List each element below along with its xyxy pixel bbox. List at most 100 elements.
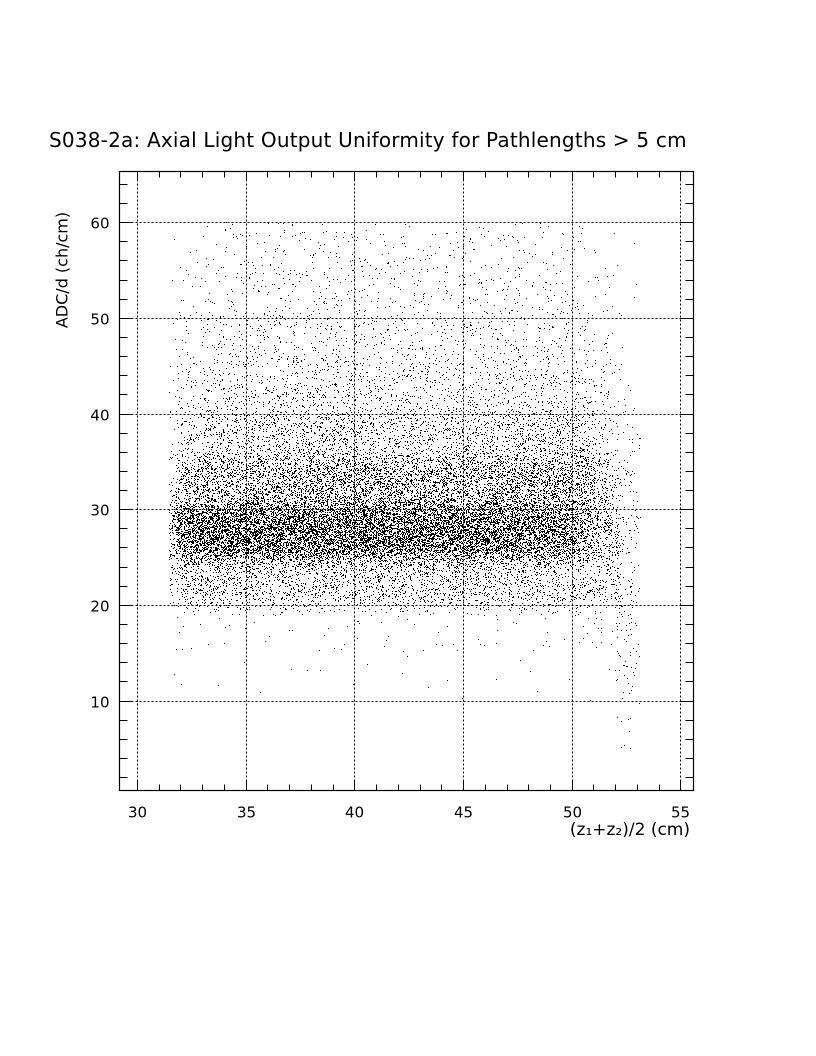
data-point <box>264 574 265 575</box>
data-point <box>195 578 196 579</box>
data-point <box>252 590 253 591</box>
data-point <box>186 469 187 470</box>
data-point <box>177 588 178 589</box>
data-point <box>221 521 222 522</box>
data-point <box>254 569 255 570</box>
data-point <box>208 532 209 533</box>
data-point <box>238 519 239 520</box>
data-point <box>229 397 230 398</box>
data-point <box>217 552 218 553</box>
data-point <box>262 529 263 530</box>
data-point <box>196 364 197 365</box>
data-point <box>246 532 247 533</box>
data-point <box>258 523 259 524</box>
data-point <box>197 470 198 471</box>
data-point <box>198 514 199 515</box>
data-point <box>221 433 222 434</box>
data-point <box>208 473 209 474</box>
data-point <box>230 485 231 486</box>
data-point <box>178 560 179 561</box>
data-point <box>233 525 234 526</box>
data-point <box>184 510 185 511</box>
data-point <box>195 483 196 484</box>
data-point <box>231 539 232 540</box>
data-point <box>235 520 236 521</box>
data-point <box>234 414 235 415</box>
data-point <box>173 548 174 549</box>
data-point <box>190 551 191 552</box>
data-point <box>232 569 233 570</box>
data-point <box>223 525 224 526</box>
data-point <box>205 462 206 463</box>
data-point <box>193 505 194 506</box>
data-point <box>173 569 174 570</box>
data-point <box>183 280 184 281</box>
data-point <box>201 534 202 535</box>
data-point <box>198 506 199 507</box>
data-point <box>207 559 208 560</box>
data-point <box>187 442 188 443</box>
data-point <box>206 429 207 430</box>
data-point <box>192 517 193 518</box>
data-point <box>245 537 246 538</box>
data-point <box>226 494 227 495</box>
data-point <box>213 562 214 563</box>
data-point <box>234 520 235 521</box>
data-point <box>259 558 260 559</box>
data-point <box>178 516 179 517</box>
data-point <box>210 558 211 559</box>
data-point <box>187 537 188 538</box>
data-point <box>190 603 191 604</box>
data-point <box>239 472 240 473</box>
data-point <box>209 566 210 567</box>
data-point <box>236 534 237 535</box>
data-point <box>197 524 198 525</box>
data-point <box>262 547 263 548</box>
data-point <box>198 568 199 569</box>
data-point <box>186 474 187 475</box>
data-point <box>208 391 209 392</box>
data-point <box>204 417 205 418</box>
data-point <box>232 496 233 497</box>
data-point <box>241 539 242 540</box>
data-point <box>222 552 223 553</box>
data-point <box>209 429 210 430</box>
data-point <box>241 462 242 463</box>
data-point <box>253 512 254 513</box>
data-point <box>222 533 223 534</box>
data-point <box>251 507 252 508</box>
data-point <box>222 527 223 528</box>
data-point <box>188 554 189 555</box>
data-point <box>172 521 173 522</box>
data-point <box>184 421 185 422</box>
data-point <box>186 596 187 597</box>
data-point <box>234 563 235 564</box>
data-point <box>208 480 209 481</box>
data-point <box>202 602 203 603</box>
data-point <box>195 535 196 536</box>
data-point <box>178 603 179 604</box>
data-point <box>250 541 251 542</box>
data-point <box>254 531 255 532</box>
data-point <box>199 527 200 528</box>
data-point <box>195 408 196 409</box>
data-point <box>192 513 193 514</box>
data-point <box>212 526 213 527</box>
data-point <box>221 434 222 435</box>
data-point <box>224 344 225 345</box>
data-point <box>223 585 224 586</box>
data-point <box>225 485 226 486</box>
data-point <box>177 563 178 564</box>
data-point <box>213 259 214 260</box>
data-point <box>208 522 209 523</box>
data-point <box>189 493 190 494</box>
data-point <box>226 540 227 541</box>
data-point <box>198 464 199 465</box>
data-point <box>193 491 194 492</box>
data-point <box>237 442 238 443</box>
data-point <box>251 550 252 551</box>
data-point <box>236 485 237 486</box>
data-point <box>183 476 184 477</box>
data-point <box>248 566 249 567</box>
data-point <box>216 462 217 463</box>
